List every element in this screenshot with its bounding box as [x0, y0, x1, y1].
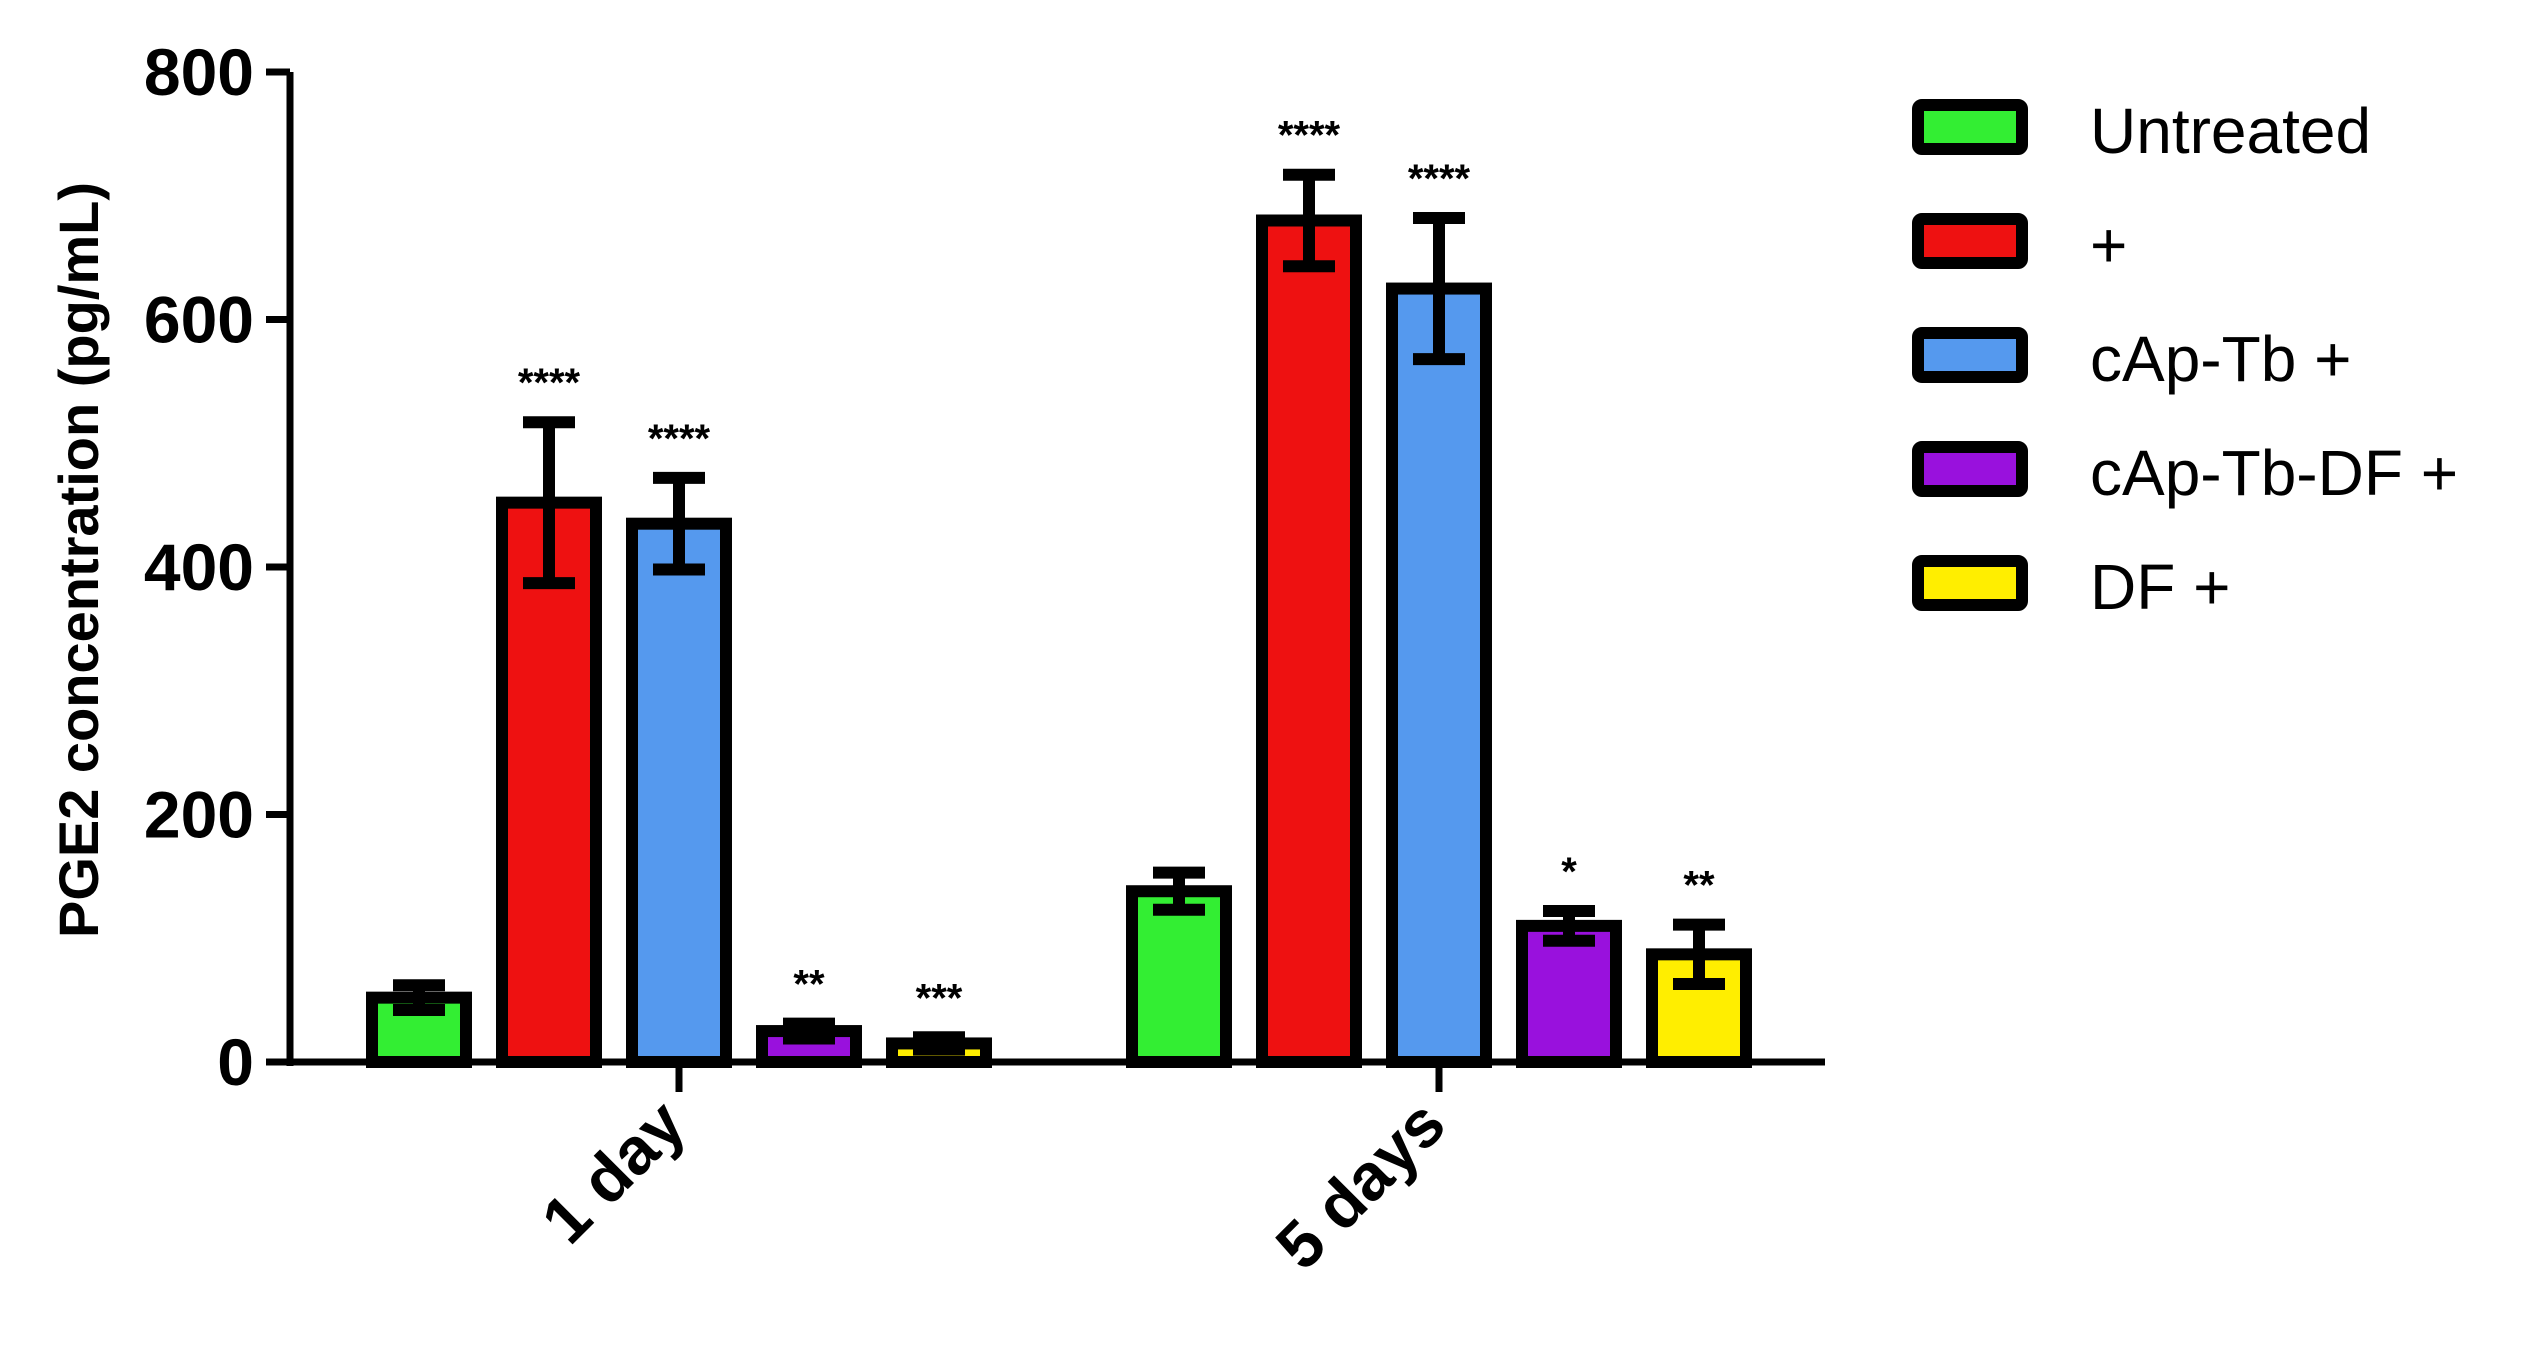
significance-label: ****: [518, 361, 581, 405]
bar: [1256, 214, 1362, 1068]
significance-label: ***: [916, 976, 963, 1020]
x-tick-label: 5 days: [1261, 1086, 1459, 1284]
x-tick-label: 1 day: [527, 1085, 699, 1257]
legend-swatch: [1912, 441, 2028, 497]
legend-swatch: [1912, 99, 2028, 155]
bar: [1126, 885, 1232, 1068]
legend-swatch: [1912, 555, 2028, 611]
significance-label: **: [1683, 864, 1715, 908]
legend-label: +: [2090, 209, 2127, 281]
y-tick-label: 400: [144, 530, 254, 604]
significance-label: ****: [648, 417, 711, 461]
significance-label: **: [793, 963, 825, 1007]
significance-label: *: [1561, 850, 1577, 894]
significance-label: ****: [1278, 114, 1341, 158]
y-tick-label: 600: [144, 283, 254, 357]
legend-label: DF +: [2090, 551, 2230, 623]
y-tick-label: 200: [144, 778, 254, 852]
significance-label: ****: [1408, 157, 1471, 201]
y-tick-label: 800: [144, 35, 254, 109]
legend-swatch: [1912, 327, 2028, 383]
bar: [626, 517, 732, 1068]
legend: Untreated + cAp-Tb + cAp-Tb-DF + DF +: [1912, 95, 2458, 623]
legend-label: Untreated: [2090, 95, 2371, 167]
legend-label: cAp-Tb +: [2090, 323, 2351, 395]
bar: [1386, 282, 1492, 1068]
legend-swatch: [1912, 213, 2028, 269]
y-axis-title: PGE2 concentration (pg/mL): [47, 182, 110, 938]
y-tick-label: 0: [217, 1025, 254, 1099]
legend-label: cAp-Tb-DF +: [2090, 437, 2458, 509]
